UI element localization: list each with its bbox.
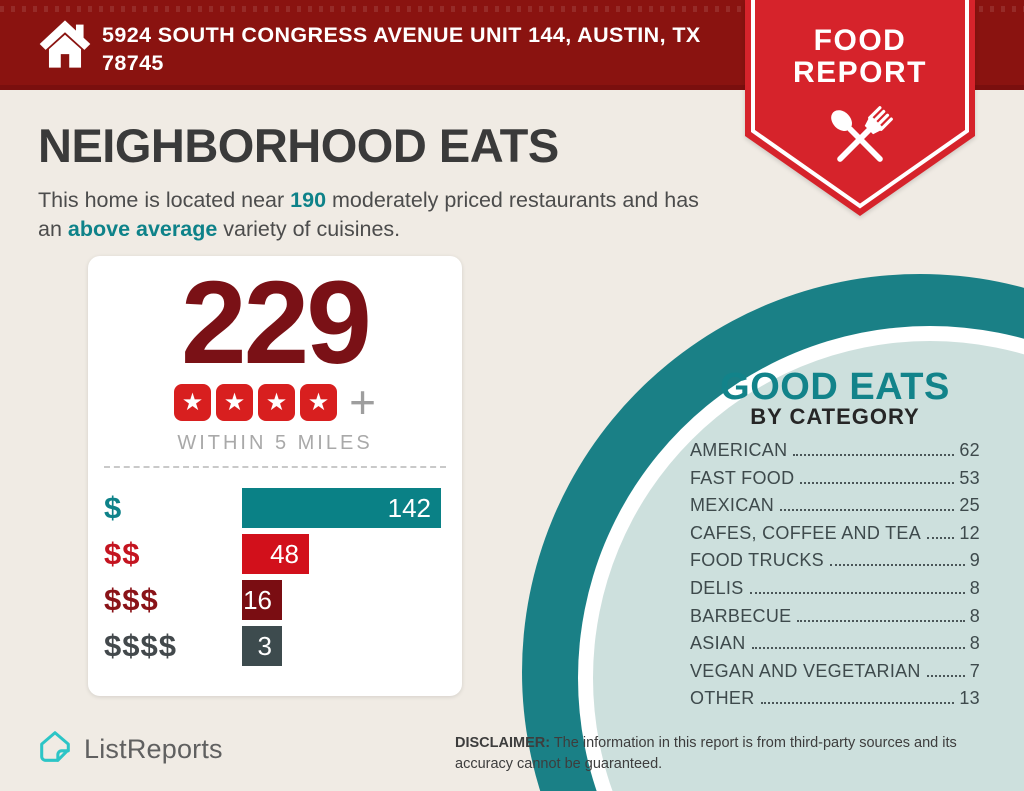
dotted-leader	[760, 702, 955, 705]
star-badge: ★	[216, 384, 254, 421]
category-row: DELIS 8	[690, 578, 980, 606]
dotted-leader	[829, 564, 965, 567]
price-row: $$$ 16	[104, 580, 446, 620]
disclaimer: DISCLAIMER: The information in this repo…	[455, 733, 995, 774]
category-label: MEXICAN	[690, 495, 775, 516]
category-label: AMERICAN	[690, 440, 788, 460]
dotted-leader	[800, 481, 955, 484]
dotted-leader	[749, 591, 965, 594]
category-value: 8	[969, 577, 980, 598]
ribbon-title-line2: REPORT	[792, 56, 927, 89]
price-row: $$ 48	[104, 534, 446, 574]
logo-house-icon	[36, 728, 74, 771]
disclaimer-text: The information in this report is from t…	[455, 735, 957, 772]
category-label: ASIAN	[690, 633, 746, 654]
star-badge: ★	[300, 384, 338, 421]
category-value: 8	[969, 633, 980, 654]
price-label: $	[104, 490, 123, 525]
page-title: NEIGHBORHOOD EATS	[38, 119, 559, 172]
spoon-fork-icon	[818, 97, 902, 186]
category-label: CAFES, COFFEE AND TEA	[690, 522, 922, 543]
category-label: BARBECUE	[690, 605, 792, 626]
category-value: 13	[959, 688, 980, 709]
intro-paragraph: This home is located near 190 moderately…	[38, 186, 713, 244]
category-row: AMERICAN 62	[690, 440, 980, 468]
category-value: 9	[969, 550, 980, 571]
category-value: 53	[959, 467, 980, 488]
property-address: 5924 SOUTH CONGRESS AVENUE UNIT 144, AUS…	[102, 23, 701, 75]
category-label: FAST FOOD	[690, 467, 795, 488]
price-bar: 48	[242, 534, 309, 574]
category-value: 25	[959, 495, 980, 516]
category-label: VEGAN AND VEGETARIAN	[690, 660, 921, 681]
divider	[104, 466, 446, 468]
brand-name: ListReports	[84, 734, 223, 764]
category-list: AMERICAN 62 FAST FOOD 53 MEXICAN 25 CAFES, COF…	[690, 440, 980, 716]
price-label: $$$$	[104, 628, 177, 663]
category-row: VEGAN AND VEGETARIAN 7	[690, 661, 980, 689]
category-value: 12	[959, 522, 980, 543]
good-eats-title: GOOD EATS	[720, 366, 950, 408]
category-value: 8	[969, 605, 980, 626]
listreports-logo: ListReports	[36, 728, 223, 771]
intro-text: moderately priced restaurants and has an	[38, 188, 699, 242]
dotted-leader	[751, 647, 965, 650]
dotted-leader	[793, 454, 955, 456]
food-report-ribbon: FOOD REPORT	[745, 0, 975, 218]
star-badge: ★	[174, 384, 212, 421]
category-label: FOOD TRUCKS	[690, 550, 824, 571]
intro-text: This home is located near	[38, 188, 291, 212]
radius-label: WITHIN 5 MILES	[177, 432, 373, 454]
good-eats-subtitle: BY CATEGORY	[750, 404, 920, 429]
category-row: MEXICAN 25	[690, 495, 980, 523]
total-restaurant-count: 229	[181, 257, 372, 389]
dotted-leader	[780, 509, 955, 512]
dotted-leader	[797, 619, 965, 622]
category-value: 62	[959, 440, 980, 460]
star-rating: ★ ★ ★ ★ +	[88, 376, 462, 429]
category-row: OTHER 13	[690, 688, 980, 716]
category-label: OTHER	[690, 688, 755, 709]
variety-highlight: above average	[67, 217, 218, 242]
intro-text: variety of cuisines.	[217, 217, 401, 242]
price-bar-chart: $142 $$ 48 $$$ 16 $$$$ 3	[104, 488, 446, 666]
home-icon	[38, 17, 92, 76]
price-bar: 142	[242, 488, 441, 528]
category-row: BARBECUE 8	[690, 606, 980, 634]
plus-sign: +	[349, 376, 376, 429]
category-row: CAFES, COFFEE AND TEA 12	[690, 523, 980, 551]
ribbon-title-line1: FOOD	[813, 24, 907, 57]
category-label: DELIS	[690, 577, 744, 598]
price-bar: 16	[242, 580, 282, 620]
star-badge: ★	[258, 384, 296, 421]
stats-card: 229 ★ ★ ★ ★ + WITHIN 5 MILES $142 $$ 48 $$$ 16 $$…	[88, 256, 462, 696]
category-value: 7	[969, 660, 980, 681]
category-row: FOOD TRUCKS 9	[690, 550, 980, 578]
restaurant-count-highlight: 190	[290, 188, 327, 212]
price-label: $$	[104, 536, 141, 571]
dotted-leader	[926, 674, 965, 677]
category-row: ASIAN 8	[690, 633, 980, 661]
dotted-leader	[927, 536, 955, 539]
price-bar: 3	[242, 626, 282, 666]
price-row: $142	[104, 488, 446, 528]
category-row: FAST FOOD 53	[690, 468, 980, 496]
price-row: $$$$ 3	[104, 626, 446, 666]
disclaimer-label: DISCLAIMER:	[455, 735, 551, 751]
price-label: $$$	[104, 582, 159, 617]
